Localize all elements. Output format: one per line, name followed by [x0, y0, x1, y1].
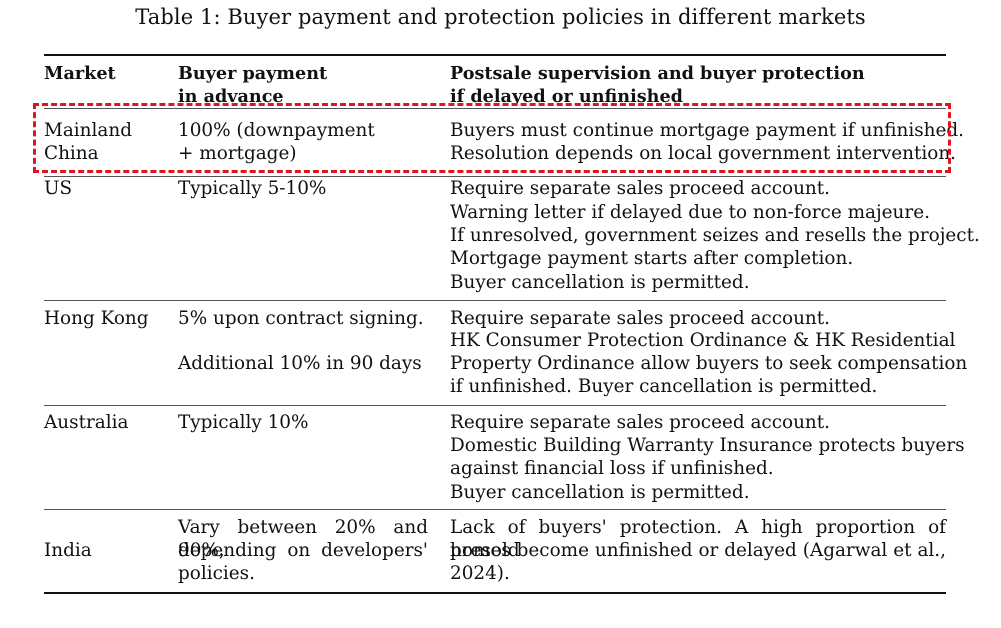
- header-buyer-payment-line1: Buyer payment: [178, 63, 328, 84]
- payment-cell-australia: Typically 10%: [178, 412, 309, 433]
- header-market: Market: [44, 63, 116, 84]
- protection-cell-us-line3: If unresolved, government seizes and res…: [450, 225, 980, 246]
- protection-cell-mainland-line1: Buyers must continue mortgage payment if…: [450, 120, 965, 141]
- table-caption: Table 1: Buyer payment and protection po…: [135, 5, 866, 29]
- market-cell-mainland-line1: Mainland: [44, 120, 132, 141]
- protection-cell-us-line5: Buyer cancellation is permitted.: [450, 272, 750, 293]
- header-postsale-line1: Postsale supervision and buyer protectio…: [450, 63, 865, 84]
- market-cell-india: India: [44, 540, 92, 561]
- protection-cell-australia-line2: Domestic Building Warranty Insurance pro…: [450, 435, 965, 456]
- payment-cell-mainland-line1: 100% (downpayment: [178, 120, 375, 141]
- protection-cell-hong-kong-line2: HK Consumer Protection Ordinance & HK Re…: [450, 330, 956, 351]
- payment-cell-us: Typically 5-10%: [178, 178, 327, 199]
- payment-cell-india-line1: Vary between 20% and 90%,: [178, 517, 428, 562]
- protection-cell-hong-kong-line4: if unfinished. Buyer cancellation is per…: [450, 376, 878, 397]
- payment-cell-india-line3: policies.: [178, 563, 255, 584]
- payment-cell-india-line2: depending on developers': [178, 540, 428, 561]
- market-cell-mainland-line2: China: [44, 143, 99, 164]
- row-rule-us: [44, 176, 946, 177]
- header-postsale-line2: if delayed or unfinished: [450, 86, 683, 107]
- protection-cell-hong-kong-line1: Require separate sales proceed account.: [450, 308, 831, 329]
- protection-cell-us-line1: Require separate sales proceed account.: [450, 178, 831, 199]
- protection-cell-us-line4: Mortgage payment starts after completion…: [450, 248, 854, 269]
- payment-cell-hong-kong-line2: Additional 10% in 90 days: [178, 353, 422, 374]
- row-rule-hk: [44, 300, 946, 301]
- payment-cell-hong-kong-line1: 5% upon contract signing.: [178, 308, 424, 329]
- market-cell-us: US: [44, 178, 73, 199]
- top-rule: [44, 54, 946, 56]
- protection-cell-australia-line4: Buyer cancellation is permitted.: [450, 482, 750, 503]
- row-rule-au: [44, 405, 946, 406]
- header-buyer-payment-line2: in advance: [178, 86, 284, 107]
- market-cell-hong-kong: Hong Kong: [44, 308, 149, 329]
- market-cell-australia: Australia: [44, 412, 129, 433]
- header-rule: [44, 108, 946, 109]
- protection-cell-us-line2: Warning letter if delayed due to non-for…: [450, 202, 930, 223]
- protection-cell-mainland-line2: Resolution depends on local government i…: [450, 143, 957, 164]
- protection-cell-australia-line1: Require separate sales proceed account.: [450, 412, 831, 433]
- payment-cell-mainland-line2: + mortgage): [178, 143, 297, 164]
- protection-cell-hong-kong-line3: Property Ordinance allow buyers to seek …: [450, 353, 968, 374]
- highlight-box-mainland-china: [33, 103, 951, 173]
- protection-cell-australia-line3: against financial loss if unfinished.: [450, 458, 774, 479]
- row-rule-in: [44, 509, 946, 510]
- bottom-rule: [44, 592, 946, 594]
- protection-cell-india-line1: Lack of buyers' protection. A high propo…: [450, 517, 946, 562]
- protection-cell-india-line2: homes become unfinished or delayed (Agar…: [450, 540, 946, 561]
- protection-cell-india-line3: 2024).: [450, 563, 510, 584]
